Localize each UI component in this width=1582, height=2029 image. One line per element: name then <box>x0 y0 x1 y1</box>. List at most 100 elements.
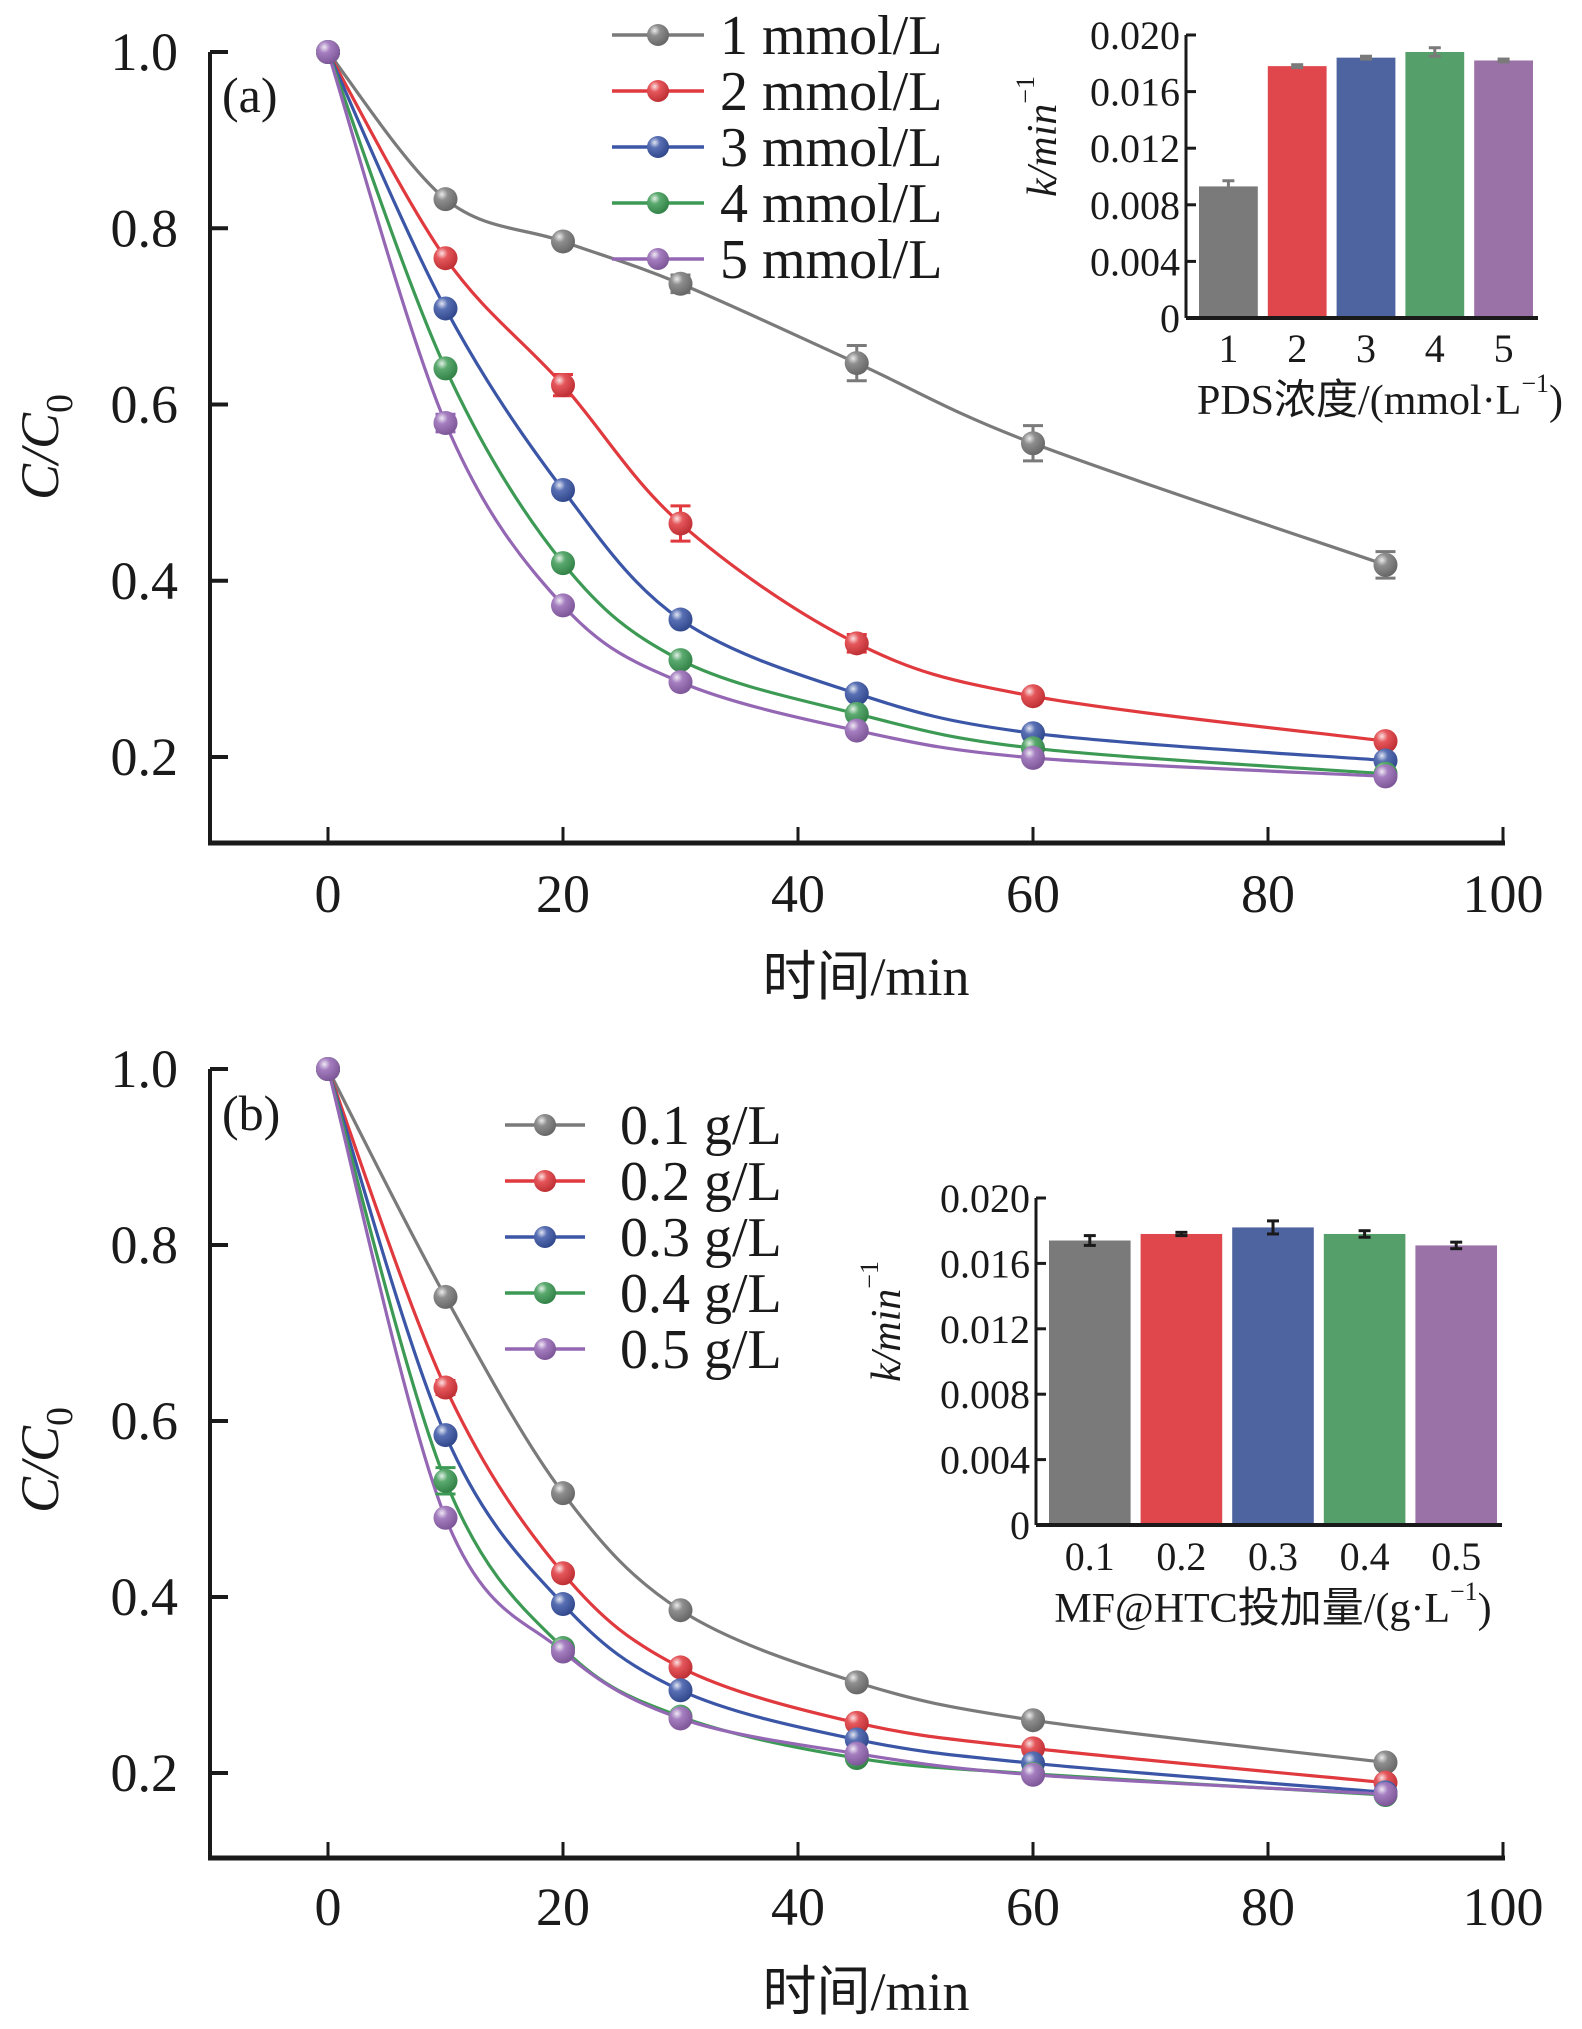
x-tick-label: 40 <box>771 864 825 924</box>
inset-bar-1 <box>1049 1240 1131 1525</box>
inset-x-axis-title-main: MF@HTC投加量/(g·L <box>1054 1586 1450 1632</box>
data-point-shine <box>668 648 693 673</box>
y-tick-label: 0.6 <box>111 375 179 435</box>
legend-label: 2 mmol/L <box>720 61 942 123</box>
x-tick-label: 60 <box>1006 864 1060 924</box>
y-tick-label: 0.2 <box>111 727 179 787</box>
y-tick-label: 1.0 <box>111 1039 179 1099</box>
inset-x-axis-title-close: ) <box>1549 378 1563 424</box>
inset-y-axis-title-main: k/min <box>1020 104 1066 197</box>
inset-bar-4 <box>1405 51 1465 318</box>
inset-x-tick-label: 0.4 <box>1340 1534 1390 1579</box>
y-axis-title: C/C0 <box>10 1407 81 1513</box>
x-axis-title: 时间/min <box>762 947 969 1007</box>
inset-x-tick-label: 2 <box>1287 326 1307 371</box>
series-line-1 <box>326 1068 1386 1765</box>
inset-y-axis-title: k/min−1 <box>855 1261 910 1382</box>
data-point-shine <box>433 1505 458 1530</box>
inset-y-tick-label: 0.008 <box>1090 183 1180 228</box>
inset-bar-chart: 0.1 0.2 0.3 0.4 0.5 0 0.004 0.008 0.012 0.016 0.02… <box>855 1176 1502 1632</box>
inset-bar-3 <box>1336 57 1396 318</box>
data-point-shine <box>668 271 693 296</box>
legend-label: 1 mmol/L <box>720 5 942 67</box>
data-point-shine <box>551 373 575 398</box>
data-point-shine <box>844 1741 869 1766</box>
data-point-shine <box>551 1481 575 1506</box>
y-tick-label: 0.4 <box>111 551 179 611</box>
legend-label: 5 mmol/L <box>720 229 942 291</box>
data-point-shine <box>844 351 869 376</box>
inset-bar-4 <box>1323 1233 1406 1525</box>
y-tick-label: 0.8 <box>111 1215 179 1275</box>
data-point-shine <box>844 1710 869 1735</box>
data-point-shine <box>668 1678 693 1703</box>
data-point-shine <box>844 681 869 706</box>
data-point-shine <box>668 607 693 632</box>
data-point-shine <box>433 246 458 271</box>
legend-marker-shine <box>647 248 669 270</box>
y-tick-label: 1.0 <box>111 22 179 82</box>
y-tick-label: 0.8 <box>111 198 179 258</box>
y-tick-label: 0.2 <box>111 1743 179 1803</box>
inset-y-tick-label: 0.004 <box>1090 239 1180 284</box>
inset-bar-1 <box>1199 186 1258 318</box>
inset-y-tick-label: 0 <box>1160 296 1180 341</box>
legend-marker-shine <box>534 1170 556 1192</box>
inset-bar-3 <box>1232 1227 1314 1525</box>
data-point-shine <box>1373 1750 1398 1775</box>
inset-x-axis-title-sup: −1 <box>1450 1577 1478 1606</box>
data-point-shine <box>1373 729 1398 754</box>
data-point-shine <box>316 1057 340 1081</box>
panel-b: 0.20.40.60.81.00 20 40 60 80 100时间/minC/C0(b)… <box>10 1039 1544 2022</box>
inset-bar-2 <box>1267 66 1327 318</box>
inset-y-tick-label: 0.012 <box>940 1307 1030 1352</box>
inset-y-tick-label: 0.016 <box>940 1241 1030 1286</box>
panel-a: 0.20.40.60.81.00 20 40 60 80 100时间/minC/C0(a)… <box>10 5 1563 1007</box>
legend-marker-shine <box>647 136 669 158</box>
inset-x-tick-label: 0.5 <box>1431 1534 1481 1579</box>
data-point-shine <box>551 1592 575 1617</box>
legend-label: 0.2 g/L <box>620 1151 782 1213</box>
inset-x-axis-title: MF@HTC投加量/(g·L−1) <box>1054 1577 1491 1632</box>
legend-marker-shine <box>534 1226 556 1248</box>
legend-marker-shine <box>647 80 669 102</box>
legend-label: 0.3 g/L <box>620 1207 782 1269</box>
inset-bar-5 <box>1474 60 1533 318</box>
inset-x-axis-title: PDS浓度/(mmol·L−1) <box>1197 369 1563 424</box>
inset-y-tick-label: 0.020 <box>940 1176 1030 1221</box>
inset-bar-5 <box>1415 1245 1497 1525</box>
y-tick-label: 0.4 <box>111 1567 179 1627</box>
inset-x-tick-label: 0.2 <box>1156 1534 1206 1579</box>
panel-label: (a) <box>222 67 278 123</box>
data-point-shine <box>433 356 458 381</box>
inset-y-axis-title: k/min−1 <box>1011 76 1066 197</box>
data-point-shine <box>433 1284 458 1309</box>
data-point-shine <box>551 229 575 254</box>
inset-x-axis-title-sup: −1 <box>1521 369 1549 398</box>
legend-label: 0.1 g/L <box>620 1095 782 1157</box>
inset-x-tick-label: 3 <box>1356 326 1376 371</box>
data-point-shine <box>668 511 693 536</box>
inset-x-axis-title-close: ) <box>1478 1586 1492 1632</box>
data-point-shine <box>1021 1762 1045 1787</box>
data-point-shine <box>316 40 340 64</box>
legend-marker-shine <box>534 1114 556 1136</box>
inset-y-tick-label: 0.012 <box>1090 126 1180 171</box>
x-tick-label: 0 <box>315 864 342 924</box>
data-point-shine <box>668 1706 693 1731</box>
data-point-shine <box>1373 552 1398 577</box>
x-tick-label: 80 <box>1241 1877 1295 1937</box>
inset-x-tick-label: 0.3 <box>1248 1534 1298 1579</box>
data-point-shine <box>844 718 869 743</box>
legend-label: 4 mmol/L <box>720 173 942 235</box>
inset-bar-chart: 1 2 3 4 5 0 0.004 0.008 0.012 0.016 0.020 PDS浓度/(mm… <box>1011 13 1563 424</box>
x-tick-label: 20 <box>536 1877 590 1937</box>
y-axis-title-sub: 0 <box>39 394 81 413</box>
inset-y-tick-label: 0.016 <box>1090 70 1180 115</box>
data-point-shine <box>433 187 458 212</box>
legend-marker-shine <box>534 1282 556 1304</box>
inset-x-tick-label: 5 <box>1494 326 1514 371</box>
inset-x-tick-label: 0.1 <box>1065 1534 1115 1579</box>
inset-y-axis-title-main: k/min <box>864 1289 910 1382</box>
x-tick-label: 0 <box>315 1877 342 1937</box>
